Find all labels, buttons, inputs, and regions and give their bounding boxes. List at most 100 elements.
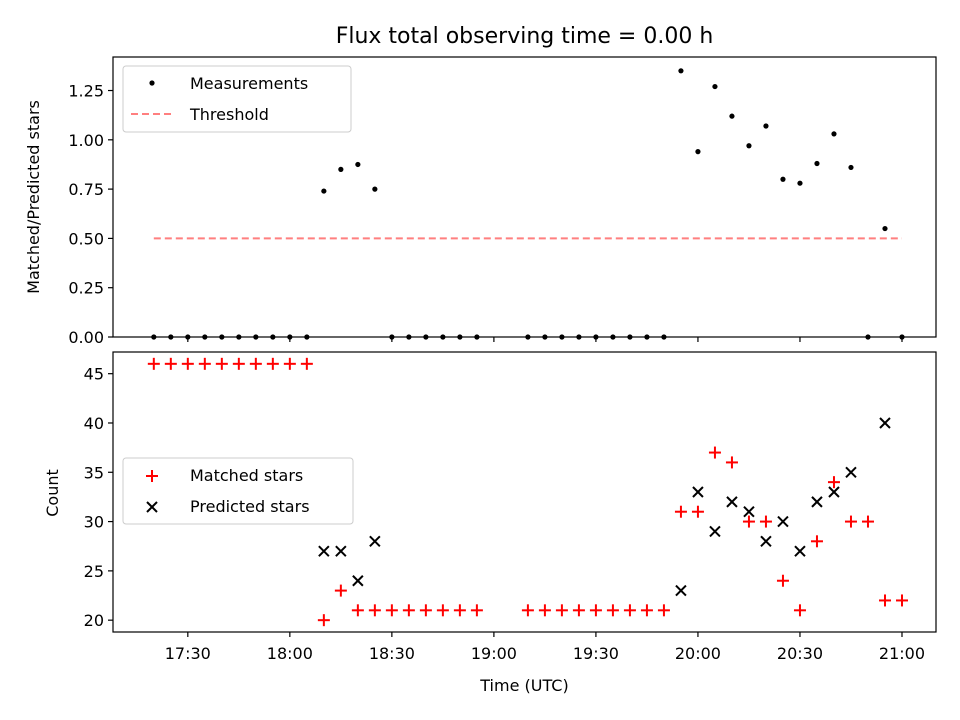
- legend-predicted-label: Predicted stars: [190, 497, 310, 516]
- bottom-marks: [147, 357, 908, 627]
- predicted-star-point: [879, 417, 891, 429]
- bottom-ytick-label: 40: [84, 414, 104, 433]
- matched-star-point: [793, 604, 806, 617]
- bottom-ytick-label: 45: [84, 365, 104, 384]
- measurement-point: [712, 83, 718, 90]
- bottom-x-ticks: 17:30 18:00 18:30 19:00 19:30 20:00 20:30 21:00: [165, 632, 925, 663]
- predicted-star-point: [369, 535, 381, 548]
- matched-star-point: [249, 357, 262, 370]
- matched-star-point: [521, 604, 534, 617]
- matched-star-point: [742, 515, 755, 528]
- legend-matched-label: Matched stars: [190, 466, 303, 485]
- legend-matched-marker: [146, 470, 158, 482]
- matched-star-point: [198, 357, 211, 370]
- matched-star-point: [300, 357, 313, 370]
- matched-star-point: [776, 574, 789, 587]
- bottom-ytick-label: 20: [84, 611, 104, 630]
- bottom-axes-frame: [112, 351, 937, 633]
- top-axes-frame: [112, 56, 937, 338]
- top-legend-box: [122, 65, 352, 133]
- legend-predicted-marker: [146, 501, 158, 513]
- predicted-star-point: [811, 496, 823, 508]
- matched-star-point: [759, 515, 772, 528]
- predicted-star-point: [692, 486, 704, 498]
- matched-star-point: [385, 604, 398, 617]
- bottom-xtick-label: 18:30: [369, 644, 415, 663]
- bottom-xtick-label: 20:00: [675, 644, 721, 663]
- bottom-ytick-label: 25: [84, 562, 104, 581]
- bottom-legend-box: [122, 457, 354, 525]
- measurement-point: [882, 225, 888, 232]
- top-legend: Measurements Threshold: [122, 65, 352, 133]
- matched-star-point: [232, 357, 245, 370]
- bottom-xlabel: Time (UTC): [479, 676, 568, 695]
- top-ylabel: Matched/Predicted stars: [24, 100, 43, 294]
- predicted-star-point: [760, 535, 772, 548]
- top-ytick-label: 0.75: [68, 180, 104, 199]
- predicted-star-point: [675, 584, 687, 597]
- measurement-point: [746, 143, 752, 149]
- matched-star-point: [657, 604, 670, 617]
- bottom-xtick-label: 18:00: [267, 644, 313, 663]
- matched-star-point: [453, 604, 466, 617]
- measurement-point: [831, 131, 837, 137]
- top-marks: [151, 68, 905, 340]
- matched-star-point: [572, 604, 585, 617]
- bottom-xtick-label: 17:30: [165, 644, 211, 663]
- bottom-ytick-label: 35: [84, 463, 104, 482]
- matched-star-point: [827, 476, 840, 489]
- measurement-point: [729, 113, 735, 119]
- matched-star-point: [555, 604, 568, 617]
- predicted-star-point: [845, 466, 857, 478]
- matched-star-point: [725, 456, 738, 469]
- bottom-xtick-label: 20:30: [777, 644, 823, 663]
- predicted-star-point: [743, 506, 755, 518]
- matched-star-point: [181, 357, 194, 370]
- measurement-point: [797, 180, 803, 186]
- measurement-point: [338, 166, 344, 172]
- predicted-star-point: [352, 575, 364, 587]
- predicted-star-point: [709, 525, 721, 538]
- matched-star-point: [419, 604, 432, 617]
- matched-star-point: [334, 584, 347, 597]
- bottom-xtick-label: 21:00: [879, 644, 925, 663]
- bottom-legend: Matched stars Predicted stars: [122, 457, 354, 525]
- predicted-star-point: [726, 496, 738, 508]
- bottom-xtick-label: 19:00: [471, 644, 517, 663]
- matched-star-point: [810, 535, 823, 548]
- bottom-y-ticks: 20 25 30 35 40 45: [84, 365, 113, 630]
- matched-star-point: [436, 604, 449, 617]
- measurement-point: [695, 149, 701, 155]
- measurement-point: [814, 160, 820, 167]
- predicted-star-point: [794, 545, 806, 557]
- matched-star-point: [402, 604, 415, 617]
- matched-star-point: [470, 604, 483, 617]
- measurement-point: [763, 123, 769, 129]
- top-ytick-label: 0.50: [68, 229, 104, 248]
- top-panel: Flux total observing time = 0.00 h Match…: [24, 24, 937, 347]
- matched-star-point: [147, 357, 160, 370]
- matched-star-point: [606, 604, 619, 617]
- matched-star-point: [878, 594, 891, 607]
- predicted-star-point: [828, 486, 840, 498]
- top-ytick-label: 0.25: [68, 279, 104, 298]
- measurement-point: [372, 186, 378, 192]
- bottom-ylabel: Count: [43, 469, 62, 517]
- measurement-point: [678, 68, 684, 74]
- matched-star-point: [589, 604, 602, 617]
- predicted-star-point: [777, 515, 789, 528]
- matched-star-point: [674, 505, 687, 518]
- predicted-star-point: [335, 545, 347, 557]
- matched-star-point: [640, 604, 653, 617]
- matched-star-point: [691, 505, 704, 518]
- legend-threshold-label: Threshold: [189, 105, 269, 124]
- matched-star-point: [317, 614, 330, 627]
- measurement-point: [321, 188, 327, 194]
- matched-star-point: [266, 357, 279, 370]
- legend-measurements-label: Measurements: [190, 74, 308, 93]
- predicted-star-point: [318, 545, 330, 557]
- bottom-panel: Count Time (UTC) 20 25 30 35 40 45 17:30 18:00…: [43, 351, 937, 695]
- measurement-point: [848, 164, 854, 171]
- measurement-point: [780, 176, 786, 182]
